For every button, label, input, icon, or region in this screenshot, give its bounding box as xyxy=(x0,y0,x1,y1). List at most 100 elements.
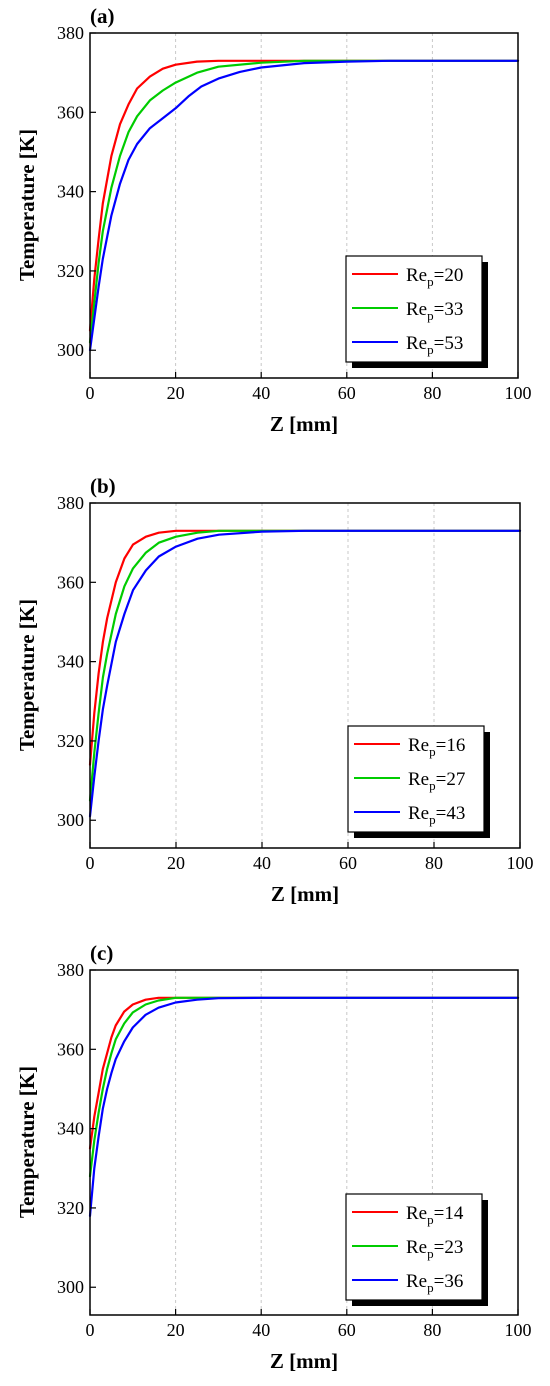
y-tick-label: 300 xyxy=(57,810,84,830)
y-axis-title: Temperature [K] xyxy=(15,599,39,751)
legend-item: Rep=33 xyxy=(352,299,463,323)
y-tick-label: 340 xyxy=(57,182,84,202)
panel-label: (b) xyxy=(90,474,116,498)
plot-frame xyxy=(89,32,519,379)
legend-item: Rep=36 xyxy=(352,1271,463,1295)
series-group xyxy=(88,59,520,352)
ticks: 0 20 40 60 80 100 300 320 340 360 380 xyxy=(57,493,534,873)
series-line xyxy=(88,996,520,1178)
y-axis-title: Temperature [K] xyxy=(15,1066,39,1218)
y-tick-label: 360 xyxy=(57,1039,84,1059)
x-tick-label: 20 xyxy=(167,383,185,403)
y-tick-label: 380 xyxy=(57,960,84,980)
x-tick-label: 60 xyxy=(338,1320,356,1340)
chart-panel-b: (b) 0 20 40 60 80 100 300 320 340 360 380 Z [mm] T… xyxy=(15,474,534,906)
legend-label: Rep=16 xyxy=(408,735,465,759)
legend-label-value: =20 xyxy=(434,265,464,286)
series-line xyxy=(88,996,520,1150)
x-tick-label: 80 xyxy=(423,1320,441,1340)
panel-label: (c) xyxy=(90,941,113,965)
x-tick-label: 60 xyxy=(338,383,356,403)
panel-label: (a) xyxy=(90,4,115,28)
legend-label-sub: p xyxy=(429,778,436,793)
legend-label: Rep=36 xyxy=(406,1271,463,1295)
legend-label: Rep=14 xyxy=(406,1203,464,1227)
legend-item: Rep=27 xyxy=(354,769,465,793)
legend-label-value: =36 xyxy=(434,1271,464,1292)
legend-label: Rep=43 xyxy=(408,803,465,827)
legend-label-base: Re xyxy=(406,1237,427,1258)
legend-label-value: =27 xyxy=(436,769,466,790)
y-tick-label: 380 xyxy=(57,493,84,513)
x-tick-label: 0 xyxy=(86,383,95,403)
x-tick-label: 60 xyxy=(339,853,357,873)
legend-label-value: =16 xyxy=(436,735,466,756)
legend-label-base: Re xyxy=(406,1203,427,1224)
y-tick-label: 320 xyxy=(57,261,84,281)
legend-label-base: Re xyxy=(406,333,427,354)
legend-label-sub: p xyxy=(429,744,436,759)
legend: Rep=20 Rep=33 Rep=53 xyxy=(345,255,488,368)
y-tick-label: 360 xyxy=(57,572,84,592)
x-tick-label: 40 xyxy=(252,1320,270,1340)
plot-frame xyxy=(89,502,521,849)
y-tick-label: 320 xyxy=(57,731,84,751)
x-tick-label: 0 xyxy=(86,853,95,873)
legend-label: Rep=33 xyxy=(406,299,463,323)
series-line xyxy=(88,59,520,332)
legend-label: Rep=27 xyxy=(408,769,465,793)
legend-label-base: Re xyxy=(408,735,429,756)
x-tick-label: 100 xyxy=(505,383,532,403)
y-axis-title: Temperature [K] xyxy=(15,129,39,281)
ticks: 0 20 40 60 80 100 300 320 340 360 380 xyxy=(57,23,532,403)
series-line xyxy=(88,59,520,344)
x-tick-label: 100 xyxy=(505,1320,532,1340)
y-tick-label: 340 xyxy=(57,1119,84,1139)
y-tick-label: 320 xyxy=(57,1198,84,1218)
legend-label-value: =14 xyxy=(434,1203,464,1224)
legend-item: Rep=14 xyxy=(352,1203,464,1227)
x-tick-label: 20 xyxy=(167,1320,185,1340)
plot-frame xyxy=(89,969,519,1316)
legend-item: Rep=20 xyxy=(352,265,463,289)
ticks: 0 20 40 60 80 100 300 320 340 360 380 xyxy=(57,960,532,1340)
legend-label-base: Re xyxy=(406,299,427,320)
legend-item: Rep=23 xyxy=(352,1237,463,1261)
series-group xyxy=(88,996,520,1217)
x-tick-label: 100 xyxy=(507,853,534,873)
y-tick-label: 300 xyxy=(57,1277,84,1297)
legend-label-sub: p xyxy=(427,308,434,323)
legend: Rep=16 Rep=27 Rep=43 xyxy=(347,725,490,838)
legend-label-sub: p xyxy=(427,274,434,289)
legend-label-value: =53 xyxy=(434,333,464,354)
legend-label-base: Re xyxy=(406,265,427,286)
series-line xyxy=(88,529,522,802)
legend-item: Rep=53 xyxy=(352,333,463,357)
legend-label-base: Re xyxy=(406,1271,427,1292)
legend-label-base: Re xyxy=(408,803,429,824)
x-tick-label: 0 xyxy=(86,1320,95,1340)
legend-label-sub: p xyxy=(429,812,436,827)
y-tick-label: 380 xyxy=(57,23,84,43)
y-tick-label: 300 xyxy=(57,340,84,360)
legend-label: Rep=23 xyxy=(406,1237,463,1261)
legend-label: Rep=53 xyxy=(406,333,463,357)
legend-label-sub: p xyxy=(427,342,434,357)
chart-panel-c: (c) 0 20 40 60 80 100 300 320 340 360 380 Z [mm] T… xyxy=(15,941,532,1373)
legend-label-value: =43 xyxy=(436,803,466,824)
x-tick-label: 80 xyxy=(423,383,441,403)
legend-label: Rep=20 xyxy=(406,265,463,289)
legend-label-value: =23 xyxy=(434,1237,464,1258)
x-tick-label: 40 xyxy=(253,853,271,873)
x-tick-label: 40 xyxy=(252,383,270,403)
legend: Rep=14 Rep=23 Rep=36 xyxy=(345,1193,488,1306)
x-axis-title: Z [mm] xyxy=(270,412,338,436)
legend-label-base: Re xyxy=(408,769,429,790)
legend-item: Rep=43 xyxy=(354,803,465,827)
y-tick-label: 340 xyxy=(57,652,84,672)
x-axis-title: Z [mm] xyxy=(271,882,339,906)
series-line xyxy=(88,996,520,1217)
legend-label-sub: p xyxy=(427,1246,434,1261)
legend-item: Rep=16 xyxy=(354,735,465,759)
